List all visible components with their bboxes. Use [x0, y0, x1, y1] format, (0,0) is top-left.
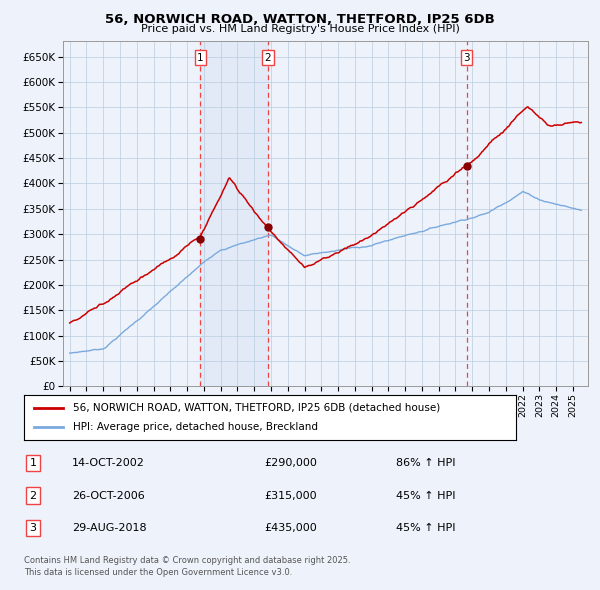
Text: 2: 2: [265, 53, 271, 63]
Text: 2: 2: [29, 491, 37, 500]
Text: 1: 1: [29, 458, 37, 468]
Text: 56, NORWICH ROAD, WATTON, THETFORD, IP25 6DB (detached house): 56, NORWICH ROAD, WATTON, THETFORD, IP25…: [73, 403, 440, 412]
Text: £290,000: £290,000: [264, 458, 317, 468]
Text: 26-OCT-2006: 26-OCT-2006: [72, 491, 145, 500]
Text: 86% ↑ HPI: 86% ↑ HPI: [396, 458, 455, 468]
Text: 3: 3: [29, 523, 37, 533]
Text: 29-AUG-2018: 29-AUG-2018: [72, 523, 146, 533]
Text: 56, NORWICH ROAD, WATTON, THETFORD, IP25 6DB: 56, NORWICH ROAD, WATTON, THETFORD, IP25…: [105, 13, 495, 26]
Text: This data is licensed under the Open Government Licence v3.0.: This data is licensed under the Open Gov…: [24, 568, 292, 577]
Text: 1: 1: [197, 53, 203, 63]
Text: HPI: Average price, detached house, Breckland: HPI: Average price, detached house, Brec…: [73, 422, 318, 432]
Text: 45% ↑ HPI: 45% ↑ HPI: [396, 491, 455, 500]
Bar: [200, 41, 268, 386]
Text: Price paid vs. HM Land Registry's House Price Index (HPI): Price paid vs. HM Land Registry's House …: [140, 24, 460, 34]
Text: 3: 3: [463, 53, 470, 63]
Text: 45% ↑ HPI: 45% ↑ HPI: [396, 523, 455, 533]
Text: 14-OCT-2002: 14-OCT-2002: [72, 458, 145, 468]
Text: £315,000: £315,000: [264, 491, 317, 500]
Text: £435,000: £435,000: [264, 523, 317, 533]
Text: Contains HM Land Registry data © Crown copyright and database right 2025.: Contains HM Land Registry data © Crown c…: [24, 556, 350, 565]
